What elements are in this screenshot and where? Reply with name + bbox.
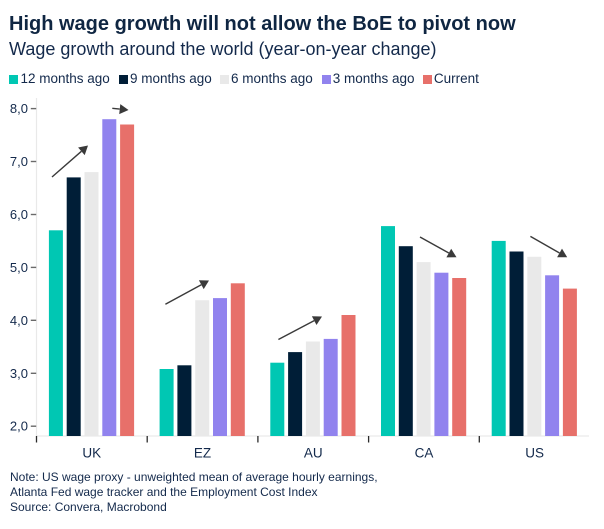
svg-text:8,0: 8,0	[10, 101, 28, 116]
svg-text:6,0: 6,0	[10, 207, 28, 222]
svg-text:2,0: 2,0	[10, 419, 28, 434]
svg-text:CA: CA	[415, 446, 434, 461]
svg-text:EZ: EZ	[194, 446, 211, 461]
svg-text:4,0: 4,0	[10, 313, 28, 328]
svg-text:5,0: 5,0	[10, 260, 28, 275]
svg-text:US: US	[525, 446, 544, 461]
svg-text:UK: UK	[82, 446, 101, 461]
svg-text:7,0: 7,0	[10, 154, 28, 169]
svg-text:AU: AU	[304, 446, 323, 461]
svg-text:3,0: 3,0	[10, 366, 28, 381]
